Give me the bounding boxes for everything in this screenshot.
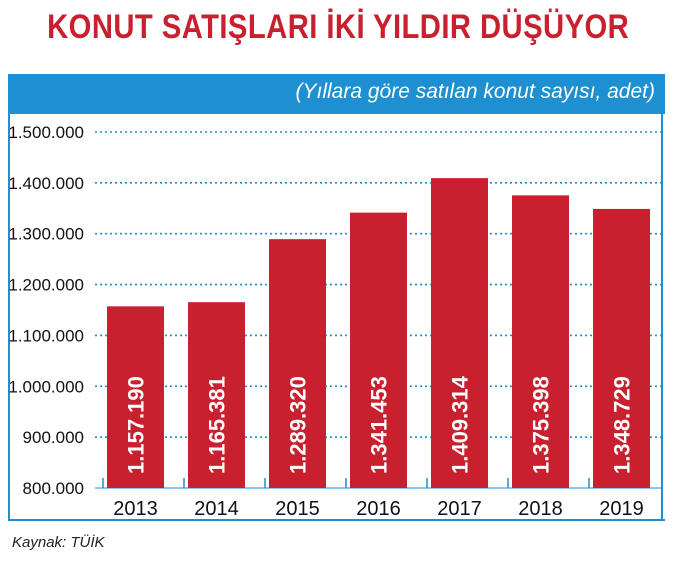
y-tick-label: 800.000 <box>23 479 84 498</box>
bar-value-label: 1.375.398 <box>529 376 554 474</box>
bar-2014 <box>188 302 245 488</box>
bar-value-label: 1.165.381 <box>205 376 230 474</box>
bar-value-label: 1.409.314 <box>448 375 473 474</box>
x-tick-label: 2015 <box>275 498 320 520</box>
subtitle-band: (Yıllara göre satılan konut sayısı, adet… <box>8 74 665 114</box>
x-tick-label: 2013 <box>113 498 158 520</box>
x-tick-label: 2017 <box>437 498 482 520</box>
x-tick-label: 2019 <box>599 498 644 520</box>
bar-2015 <box>269 239 326 488</box>
y-tick-label: 1.200.000 <box>8 276 84 295</box>
y-tick-label: 1.100.000 <box>8 326 84 345</box>
y-tick-label: 1.000.000 <box>8 377 84 396</box>
chart-title: KONUT SATIŞLARI İKİ YILDIR DÜŞÜYOR <box>47 8 630 46</box>
bar-value-label: 1.341.453 <box>367 376 392 474</box>
source-note: Kaynak: TÜİK <box>12 534 105 551</box>
chart-frame <box>8 114 663 519</box>
bar-2018 <box>512 195 569 488</box>
bar-value-label: 1.289.320 <box>286 376 311 474</box>
bar-2013 <box>107 306 164 488</box>
source-divider <box>8 519 665 571</box>
chart-subtitle: (Yıllara göre satılan konut sayısı, adet… <box>295 80 655 103</box>
x-tick-label: 2018 <box>518 498 563 520</box>
y-tick-label: 1.500.000 <box>8 123 84 142</box>
bar-value-label: 1.348.729 <box>610 376 635 474</box>
x-tick-label: 2016 <box>356 498 401 520</box>
bar-2019 <box>593 208 650 488</box>
y-tick-label: 1.300.000 <box>8 225 84 244</box>
y-tick-label: 900.000 <box>23 428 84 447</box>
bar-value-label: 1.157.190 <box>124 376 149 474</box>
x-tick-label: 2014 <box>194 498 239 520</box>
y-tick-label: 1.400.000 <box>8 174 84 193</box>
bar-2016 <box>350 212 407 488</box>
bar-2017 <box>431 178 488 489</box>
